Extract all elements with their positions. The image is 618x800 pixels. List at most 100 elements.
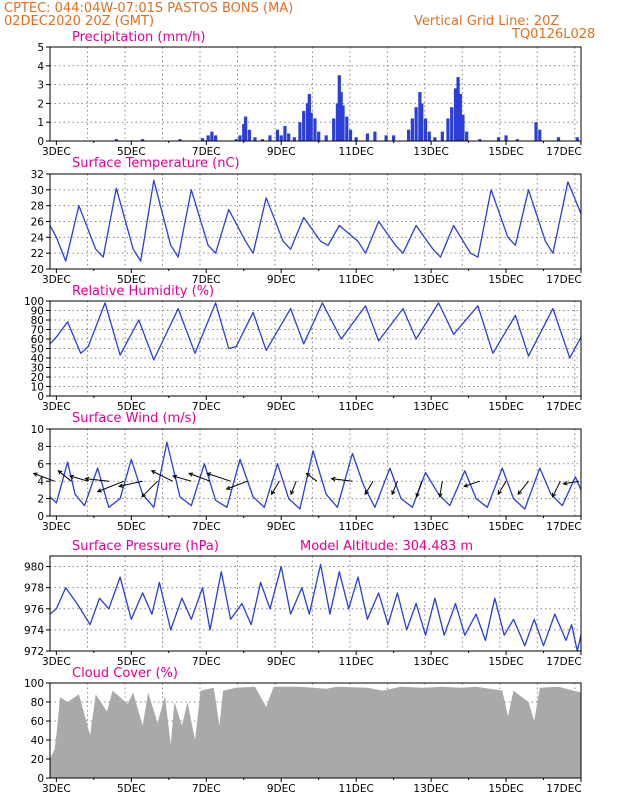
precip-bar — [335, 103, 340, 141]
precip-bar — [317, 131, 321, 141]
panel-title: Surface Temperature (nC) — [72, 156, 240, 171]
precip-bar — [354, 137, 358, 141]
wind-arrow — [497, 480, 507, 495]
panel-title: Relative Humidity (%) — [72, 284, 214, 299]
precip-bar — [365, 133, 370, 141]
wind-arrow-head — [206, 472, 212, 477]
x-tick-label: 7DEC — [192, 274, 221, 286]
wind-arrow-head — [552, 492, 557, 498]
precip-bar — [200, 138, 205, 141]
wind-arrow — [464, 480, 480, 487]
wind-arrow-head — [364, 490, 369, 496]
wind-arrow — [58, 470, 72, 482]
precip-bar — [461, 114, 465, 141]
precip-bar — [313, 118, 317, 141]
precip-bar — [420, 103, 424, 141]
y-tick-label: 0 — [37, 773, 44, 785]
x-tick-label: 15DEC — [488, 401, 523, 413]
y-tick-label: 20 — [31, 264, 44, 276]
y-tick-label: 40 — [31, 735, 44, 747]
wind-arrow-head — [32, 472, 38, 477]
wind-arrow — [97, 480, 125, 493]
precip-bar — [418, 92, 422, 141]
wind-arrow-head — [172, 474, 178, 480]
wind-arrow-head — [96, 488, 102, 493]
wind-arrow-head — [330, 476, 336, 482]
precip-bar — [496, 137, 501, 141]
y-tick-label: 30 — [31, 363, 44, 375]
panel-title: Surface Pressure (hPa) — [72, 539, 219, 554]
wind-arrow-head — [562, 481, 568, 486]
x-tick-label: 17DEC — [546, 521, 581, 533]
wind-arrow — [552, 480, 561, 498]
x-tick-label: 17DEC — [546, 783, 581, 795]
precip-bar — [446, 118, 450, 141]
wind-arrow — [391, 481, 398, 495]
precip-bar — [478, 139, 482, 141]
x-tick-label: 3DEC — [42, 401, 71, 413]
precip-bar — [575, 137, 579, 141]
x-tick-label: 3DEC — [42, 656, 71, 668]
wind-arrow-head — [150, 470, 156, 475]
precip-bar — [234, 139, 238, 141]
precip-bar — [392, 135, 396, 141]
wind-arrow — [306, 472, 318, 482]
plot-frame — [49, 46, 582, 142]
precip-bar — [324, 135, 328, 141]
x-tick-label: 9DEC — [267, 783, 296, 795]
y-tick-label: 80 — [31, 315, 44, 327]
plot-frame — [49, 682, 582, 779]
precip-bar — [348, 129, 353, 141]
y-tick-label: 100 — [24, 296, 44, 308]
y-tick-label: 32 — [31, 169, 44, 181]
y-tick-label: 10 — [31, 382, 44, 394]
precip-bar — [337, 75, 341, 141]
y-tick-label: 8 — [37, 441, 44, 453]
precip-bar — [307, 94, 311, 141]
wind-arrow-head — [391, 490, 396, 496]
x-tick-label: 11DEC — [338, 656, 373, 668]
panel-title: Cloud Cover (%) — [72, 666, 178, 681]
series-line — [49, 441, 582, 510]
y-tick-label: 4 — [37, 476, 44, 488]
wind-arrow — [290, 481, 297, 495]
precip-bar — [309, 112, 313, 141]
model-altitude: Model Altitude: 304.483 m — [300, 539, 473, 554]
x-tick-label: 5DEC — [117, 783, 146, 795]
x-tick-label: 17DEC — [546, 274, 581, 286]
x-tick-label: 5DEC — [117, 521, 146, 533]
x-tick-label: 11DEC — [338, 401, 373, 413]
precip-bar — [302, 110, 306, 141]
wind-arrow-head — [225, 485, 231, 490]
wind-arrow-head — [438, 492, 443, 498]
x-tick-label: 3DEC — [42, 521, 71, 533]
x-tick-label: 5DEC — [117, 146, 146, 158]
y-tick-label: 2 — [37, 98, 44, 110]
y-tick-label: 972 — [24, 646, 44, 658]
precip-bar — [260, 139, 265, 141]
precip-bar — [339, 92, 343, 141]
precipitation-panel: 0 1 2 3 4 5 3DEC 5DEC 7DEC 9DEC 11DEC 13DEC 15DEC 17D… — [37, 30, 581, 158]
wind-arrow — [416, 481, 423, 497]
temperature-panel: 20 22 24 26 28 30 32 3DEC 5DEC 7DEC 9DEC 11DEC 13DEC… — [31, 156, 582, 286]
y-tick-label: 22 — [31, 248, 44, 260]
precip-bar — [178, 139, 182, 141]
x-tick-label: 13DEC — [413, 274, 448, 286]
precip-bar — [253, 137, 257, 141]
precip-bar — [538, 129, 542, 141]
x-tick-label: 9DEC — [267, 274, 296, 286]
x-tick-label: 9DEC — [267, 656, 296, 668]
pressure-panel: 972 974 976 978 980 3DEC 5DEC 7DEC 9DEC 11DEC 13DE… — [24, 539, 582, 668]
panel-title: Precipitation (mm/h) — [72, 30, 205, 45]
precip-bar — [407, 129, 411, 141]
wind-arrow — [85, 478, 109, 482]
precip-bar — [450, 107, 454, 141]
wind-arrow — [439, 481, 443, 497]
precip-bar — [214, 135, 218, 141]
wind-panel: 0 2 4 6 8 10 3DEC 5DEC 7DEC 9DEC 11DEC 13DEC 15DEC 17… — [31, 411, 582, 533]
precip-bar — [456, 77, 460, 141]
precip-bar — [247, 129, 251, 141]
precip-bar — [423, 118, 428, 141]
x-tick-label: 17DEC — [546, 401, 581, 413]
